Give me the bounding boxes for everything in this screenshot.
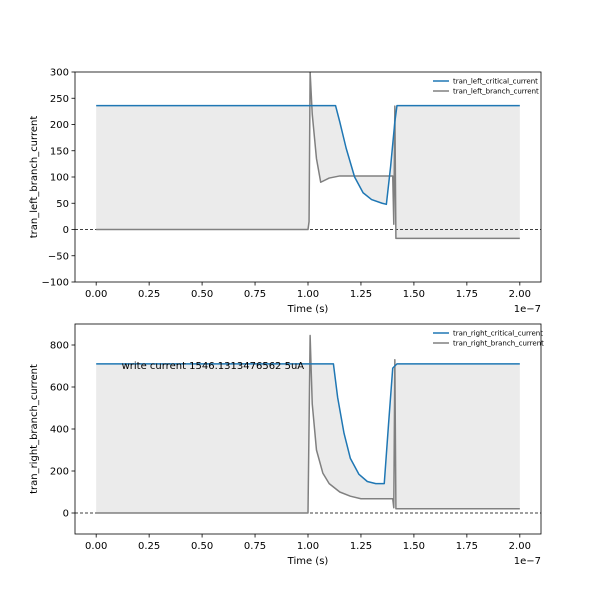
series-line-branch <box>96 72 520 240</box>
x-tick-label: 0.25 <box>138 289 160 300</box>
x-tick-label: 2.00 <box>509 541 531 552</box>
x-axis-label: Time (s) <box>287 556 329 567</box>
y-tick-label: −100 <box>42 278 69 289</box>
x-tick-label: 0.50 <box>191 289 213 300</box>
y-tick-label: 0 <box>63 509 69 520</box>
x-offset-label: 1e−7 <box>514 556 541 567</box>
y-tick-label: 200 <box>50 467 69 478</box>
y-tick-label: 100 <box>50 173 69 184</box>
x-tick-label: 1.50 <box>403 289 425 300</box>
legend-entry-critical: tran_left_critical_current <box>453 78 538 86</box>
y-tick-label: 0 <box>63 225 69 236</box>
x-tick-label: 1.00 <box>297 289 319 300</box>
legend: tran_left_critical_current tran_left_bra… <box>433 78 539 96</box>
x-tick-label: 1.25 <box>350 541 372 552</box>
x-tick-label: 0.00 <box>85 541 107 552</box>
x-tick-label: 2.00 <box>509 289 531 300</box>
write-current-annotation: write current 1546.1313476562 5uA <box>122 361 305 372</box>
shaded-band <box>96 335 520 513</box>
x-tick-label: 1.75 <box>456 289 478 300</box>
x-tick-label: 1.75 <box>456 541 478 552</box>
y-tick-label: 250 <box>50 94 69 105</box>
plot-frame <box>74 71 542 283</box>
y-tick-label: 600 <box>50 383 69 394</box>
x-tick-label: 0.00 <box>85 289 107 300</box>
legend-entry-critical: tran_right_critical_current <box>453 330 543 338</box>
x-tick-label: 0.25 <box>138 541 160 552</box>
y-tick-label: −50 <box>48 251 69 262</box>
y-tick-label: 150 <box>50 146 69 157</box>
y-axis-label: tran_left_branch_current <box>29 116 40 239</box>
y-tick-label: 200 <box>50 120 69 131</box>
subplot-right-branch: 0.00 0.25 0.50 0.75 1.00 1.25 1.50 1.75 2.00 0 200… <box>29 323 544 567</box>
x-tick-label: 1.25 <box>350 289 372 300</box>
x-offset-label: 1e−7 <box>514 304 541 315</box>
y-axis-label: tran_right_branch_current <box>29 364 40 494</box>
y-tick-label: 300 <box>50 68 69 79</box>
shaded-band <box>96 72 520 239</box>
series-line-critical <box>96 104 520 206</box>
x-tick-label: 1.00 <box>297 541 319 552</box>
y-tick-label: 800 <box>50 341 69 352</box>
legend-entry-branch: tran_right_branch_current <box>453 340 544 348</box>
plot-frame <box>74 323 542 535</box>
y-tick-label: 400 <box>50 425 69 436</box>
legend: tran_right_critical_current tran_right_b… <box>433 330 544 348</box>
y-tick-label: 50 <box>56 199 69 210</box>
x-tick-label: 1.50 <box>403 541 425 552</box>
subplot-left-branch: 0.00 0.25 0.50 0.75 1.00 1.25 1.50 1.75 2.00 −100… <box>29 68 542 315</box>
x-axis-label: Time (s) <box>287 304 329 315</box>
x-tick-label: 0.75 <box>244 289 266 300</box>
series-line-critical <box>96 363 520 485</box>
legend-entry-branch: tran_left_branch_current <box>453 88 539 96</box>
x-tick-label: 0.75 <box>244 541 266 552</box>
series-line-branch <box>96 334 520 514</box>
x-tick-label: 0.50 <box>191 541 213 552</box>
